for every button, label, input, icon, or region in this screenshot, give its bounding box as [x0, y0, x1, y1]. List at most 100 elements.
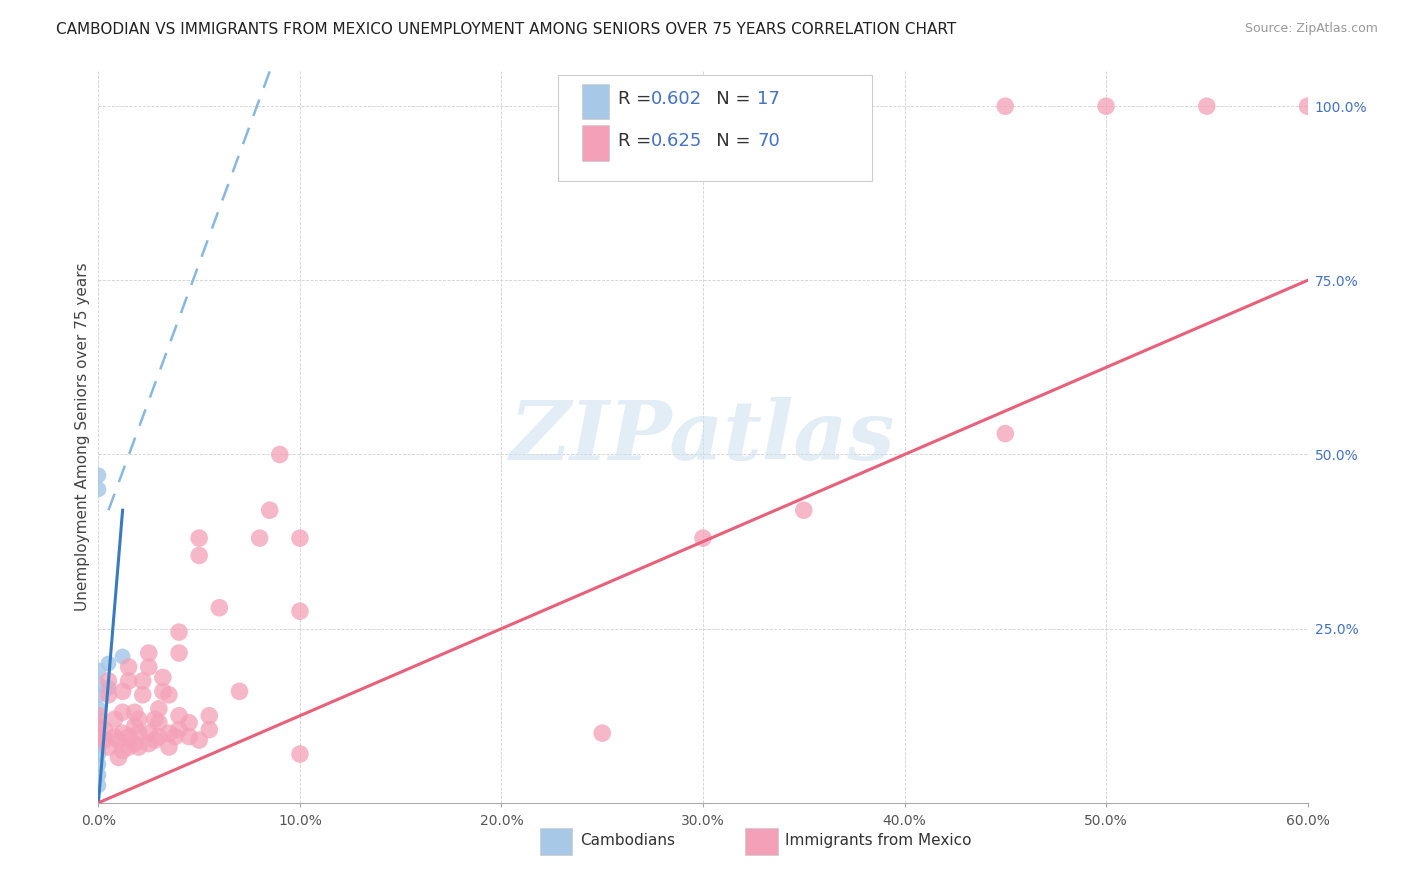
Point	[97, 673, 120, 688]
Point	[87, 483, 110, 497]
Point	[87, 740, 110, 755]
Point	[111, 684, 134, 698]
Point	[143, 733, 166, 747]
Text: ZIPatlas: ZIPatlas	[510, 397, 896, 477]
Point	[87, 719, 110, 733]
Point	[288, 604, 311, 618]
Point	[111, 705, 134, 719]
Point	[124, 719, 146, 733]
Point	[208, 600, 231, 615]
Point	[143, 712, 166, 726]
Point	[103, 712, 125, 726]
Point	[111, 726, 134, 740]
Point	[87, 664, 110, 678]
Point	[157, 726, 180, 740]
Point	[107, 750, 129, 764]
Point	[93, 733, 115, 747]
Text: Source: ZipAtlas.com: Source: ZipAtlas.com	[1244, 22, 1378, 36]
Point	[269, 448, 291, 462]
Point	[87, 733, 110, 747]
Point	[87, 778, 110, 792]
Point	[198, 708, 221, 723]
Point	[87, 708, 110, 723]
Text: R =: R =	[619, 132, 658, 150]
Point	[138, 737, 160, 751]
Bar	[582, 126, 609, 161]
Point	[167, 708, 190, 723]
Text: N =: N =	[699, 90, 756, 108]
Point	[288, 747, 311, 761]
Point	[118, 673, 141, 688]
Point	[87, 768, 110, 782]
Point	[157, 740, 180, 755]
Point	[118, 730, 141, 744]
Point	[1095, 99, 1118, 113]
Point	[128, 726, 150, 740]
Point	[87, 757, 110, 772]
Point	[124, 737, 146, 751]
Point	[138, 726, 160, 740]
Point	[152, 684, 174, 698]
Point	[132, 688, 155, 702]
Point	[1195, 99, 1218, 113]
Point	[148, 702, 170, 716]
Point	[118, 740, 141, 755]
Text: 0.625: 0.625	[651, 132, 703, 150]
Y-axis label: Unemployment Among Seniors over 75 years: Unemployment Among Seniors over 75 years	[75, 263, 90, 611]
Point	[249, 531, 271, 545]
Bar	[540, 828, 572, 855]
Point	[994, 99, 1017, 113]
Point	[111, 649, 134, 664]
Point	[994, 426, 1017, 441]
FancyBboxPatch shape	[558, 75, 872, 181]
Point	[179, 730, 201, 744]
Point	[138, 646, 160, 660]
Point	[152, 670, 174, 684]
Point	[111, 743, 134, 757]
Point	[97, 681, 120, 695]
Point	[97, 657, 120, 671]
Bar	[745, 828, 778, 855]
Point	[97, 688, 120, 702]
Point	[179, 715, 201, 730]
Point	[87, 677, 110, 691]
Point	[87, 468, 110, 483]
Point	[103, 730, 125, 744]
Point	[132, 673, 155, 688]
Point	[198, 723, 221, 737]
Point	[97, 740, 120, 755]
Point	[128, 712, 150, 726]
Point	[591, 726, 613, 740]
Text: 17: 17	[758, 90, 780, 108]
Text: R =: R =	[619, 90, 658, 108]
Point	[87, 712, 110, 726]
Point	[188, 733, 211, 747]
Point	[692, 531, 714, 545]
Text: N =: N =	[699, 132, 756, 150]
Point	[87, 702, 110, 716]
Text: Cambodians: Cambodians	[579, 833, 675, 848]
Point	[188, 549, 211, 563]
Point	[128, 740, 150, 755]
Point	[87, 747, 110, 761]
Point	[167, 723, 190, 737]
Point	[87, 688, 110, 702]
Point	[259, 503, 281, 517]
Point	[107, 733, 129, 747]
Text: Immigrants from Mexico: Immigrants from Mexico	[785, 833, 972, 848]
Text: 70: 70	[758, 132, 780, 150]
Point	[793, 503, 815, 517]
Point	[138, 660, 160, 674]
Bar	[582, 84, 609, 119]
Point	[124, 705, 146, 719]
Point	[148, 730, 170, 744]
Text: CAMBODIAN VS IMMIGRANTS FROM MEXICO UNEMPLOYMENT AMONG SENIORS OVER 75 YEARS COR: CAMBODIAN VS IMMIGRANTS FROM MEXICO UNEM…	[56, 22, 956, 37]
Point	[167, 646, 190, 660]
Point	[118, 660, 141, 674]
Point	[93, 723, 115, 737]
Point	[163, 730, 186, 744]
Point	[87, 726, 110, 740]
Point	[87, 730, 110, 744]
Point	[188, 531, 211, 545]
Point	[167, 625, 190, 640]
